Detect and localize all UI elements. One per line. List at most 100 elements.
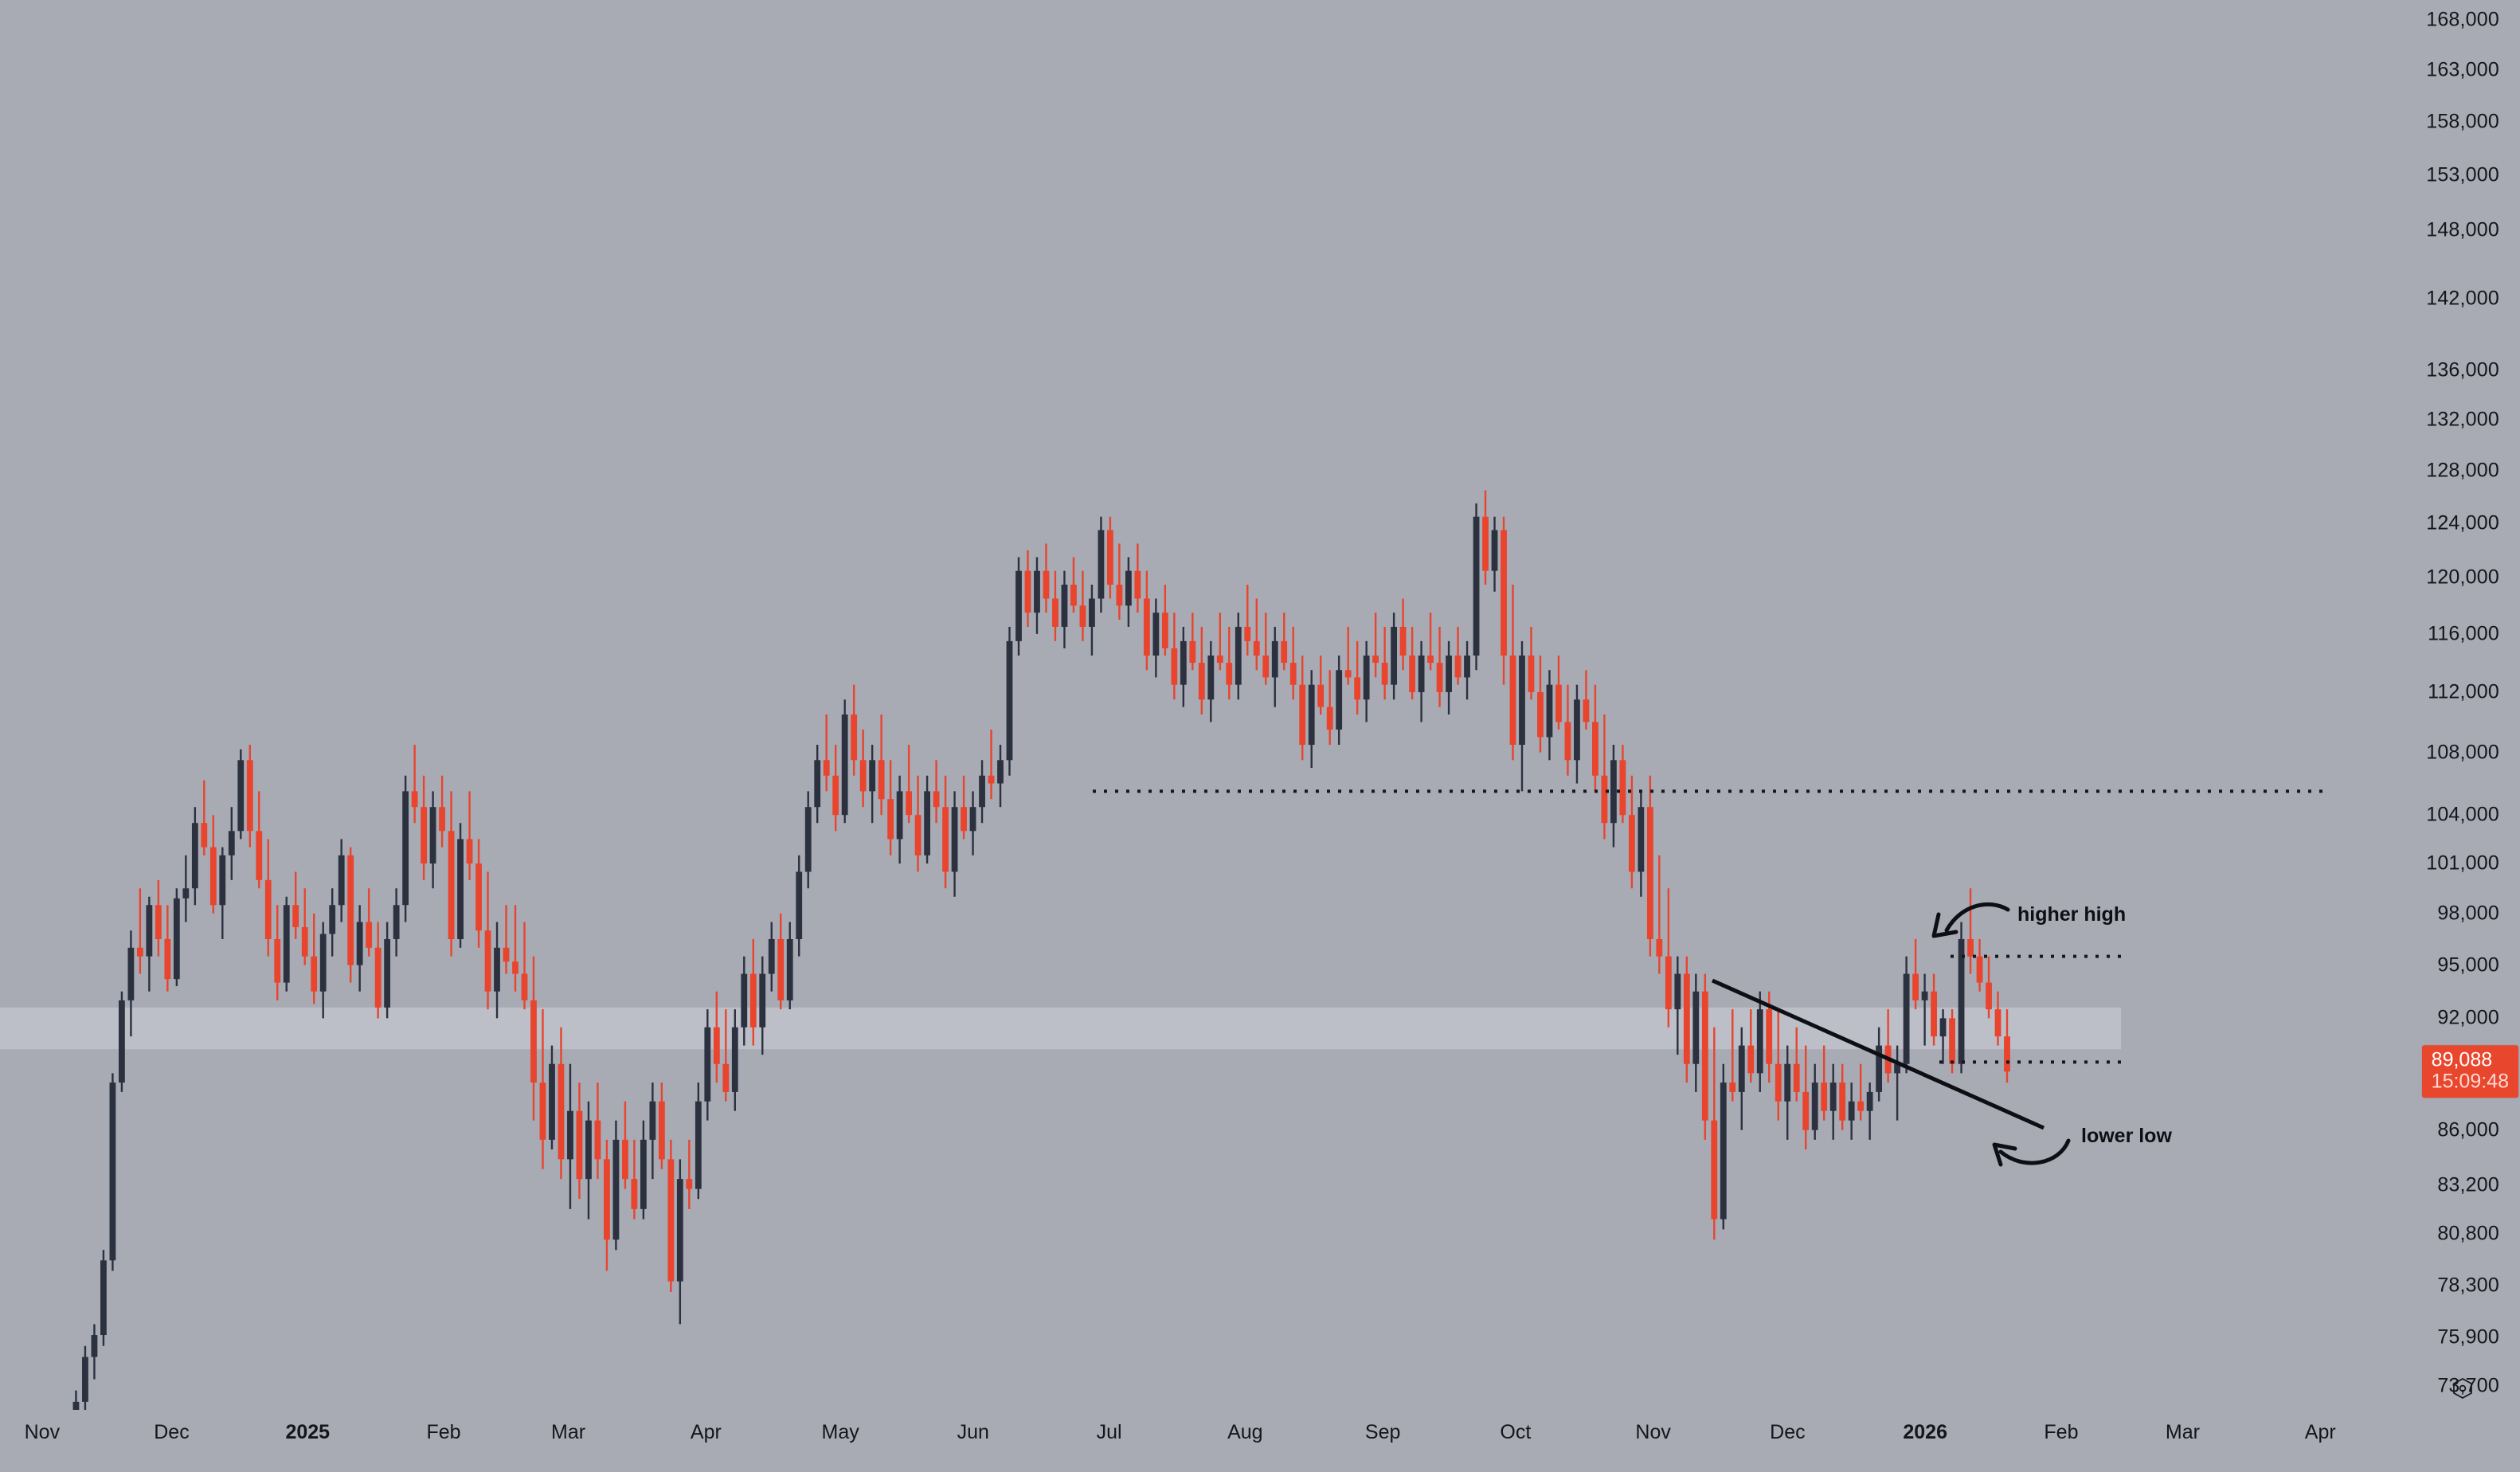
candle-body [146,905,153,957]
candle-body [1281,640,1288,664]
candle-body [914,815,922,855]
higher-high-arrow-curve[interactable] [1944,902,2010,933]
candle-body [1207,655,1215,700]
candle-body [1491,530,1498,571]
lower-low-annotation-label[interactable]: lower low [2081,1125,2172,1147]
candle-wick [413,745,416,824]
higher-high-arrow-head[interactable] [1931,912,1958,938]
candle-wick [303,888,306,965]
current-price-badge[interactable]: 89,088 15:09:48 [2421,1045,2518,1098]
candle-body [439,807,445,832]
lower-low-arrow-head[interactable] [1992,1142,2017,1167]
price-tick: 116,000 [2428,622,2499,645]
time-tick-month: Dec [154,1421,190,1443]
candle-body [1821,1082,1828,1111]
candle-body [1061,585,1068,627]
candle-body [1921,991,1928,1000]
candle-wick [1859,1063,1862,1121]
candle-body [155,905,162,939]
candle-body [686,1179,693,1189]
candle-body [100,1260,107,1336]
candle-body [374,947,382,1008]
candle-body [301,926,308,957]
candle-body [722,1063,730,1092]
candle-body [878,760,885,800]
candle-body [319,934,327,992]
candle-body [988,775,995,784]
price-tick: 168,000 [2426,8,2499,31]
candle-body [777,938,785,1000]
candle-body [72,1401,80,1410]
candle-body [859,760,867,792]
candle-body [1482,516,1489,571]
candle-body [1171,648,1178,685]
candle-wick [75,1390,77,1410]
support-zone-rect[interactable] [0,1007,2121,1050]
candle-body [1125,570,1132,606]
candle-body [393,905,400,939]
candle-body [1107,530,1113,585]
chart-plot-area[interactable]: higher high lower low [0,0,2358,1410]
price-tick: 163,000 [2426,58,2499,81]
lower-low-arrow-curve[interactable] [1998,1138,2071,1165]
candle-body [1464,655,1470,678]
candle-body [1903,973,1910,1064]
price-scale[interactable]: 168,000 163,000 158,000 153,000 148,000 142,0… [2358,0,2520,1410]
candle-body [256,831,263,880]
candle-wick [139,888,142,974]
candle-body [219,855,226,906]
price-tick: 92,000 [2437,1006,2499,1029]
candle-body [1958,938,1965,1064]
candle-body [567,1110,573,1160]
candle-body [933,791,940,808]
candle-body [1592,722,1598,776]
candle-wick [1942,1009,1944,1064]
candle-body [209,847,217,906]
candle-body [1829,1082,1837,1111]
candle-body [1711,1120,1718,1219]
candle-body [466,839,473,864]
candle-body [1601,775,1608,824]
candle-body [1876,1045,1883,1092]
time-tick-month: Dec [1770,1421,1806,1443]
candle-body [1363,655,1370,700]
descending-trendline[interactable] [1711,978,2045,1130]
candle-body [1226,663,1233,685]
time-tick-year: 2025 [285,1421,331,1443]
candle-body [604,1159,610,1240]
current-price-value: 89,088 [2431,1048,2493,1071]
candle-body [1180,640,1187,685]
candle-body [457,839,464,939]
price-tick: 80,800 [2437,1222,2499,1245]
time-tick-month: Jul [1096,1421,1122,1443]
scale-settings-icon[interactable] [2449,1375,2476,1402]
candle-body [851,714,858,761]
candle-body [612,1139,620,1240]
higher-high-annotation-label[interactable]: higher high [2017,903,2127,926]
candle-wick [1429,613,1432,671]
time-scale[interactable]: Nov Dec 2025 Feb Mar Apr May Jun Jul Aug Sep Oct Nov… [0,1410,2358,1472]
candle-body [969,807,976,832]
price-tick: 98,000 [2437,902,2499,925]
candle-body [1784,1063,1791,1102]
candle-body [264,879,272,939]
time-tick-month: Apr [690,1421,722,1443]
candle-body [182,888,190,898]
candle-body [1811,1082,1818,1130]
candle-body [1454,655,1462,678]
candle-body [1646,807,1653,939]
price-tick: 95,000 [2437,953,2499,977]
candle-body [1391,626,1398,685]
candle-body [411,791,418,808]
candle-body [1427,655,1434,664]
candle-body [1079,605,1086,627]
candle-body [869,760,876,792]
price-tick: 153,000 [2426,163,2499,186]
candle-body [109,1082,116,1261]
time-tick-month: Apr [2304,1421,2336,1443]
candle-body [1738,1045,1745,1092]
candle-body [494,947,500,992]
candle-body [1198,663,1205,700]
candle-wick [907,745,910,824]
candle-body [283,905,290,983]
